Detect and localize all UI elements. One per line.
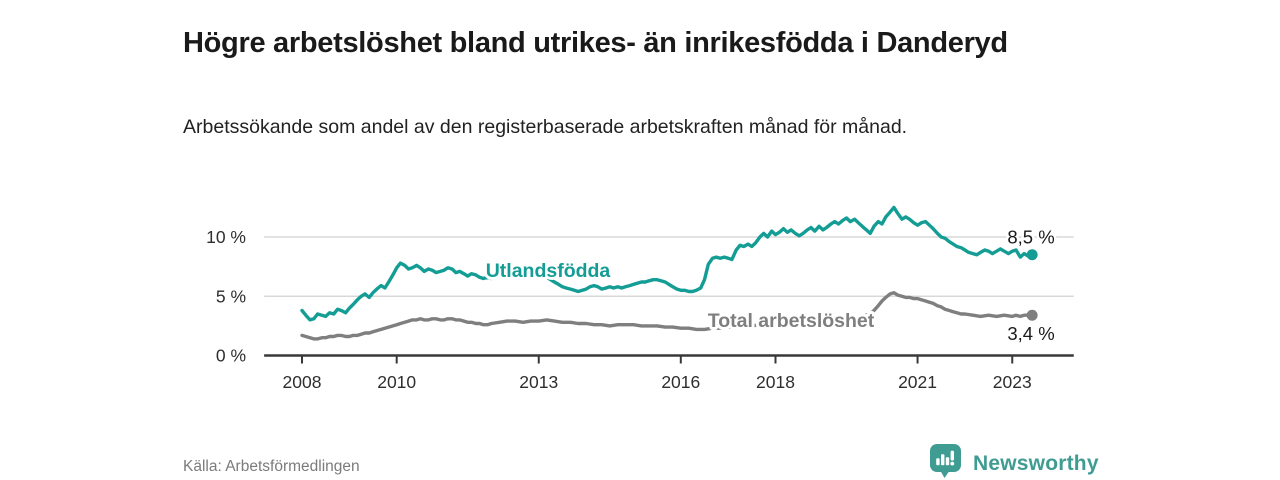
x-tick-label-2008: 2008	[283, 372, 322, 392]
bar-chart-speech-bubble-icon	[927, 442, 964, 480]
series-end-dot-1	[1026, 309, 1038, 321]
y-tick-label-5: 5 %	[216, 286, 246, 306]
source-credit: Källa: Arbetsförmedlingen	[183, 458, 360, 475]
newsworthy-logo[interactable]: Newsworthy	[927, 442, 1099, 480]
x-tick-label-2010: 2010	[377, 372, 416, 392]
x-tick-label-2021: 2021	[898, 372, 937, 392]
series-line-0	[300, 205, 1034, 322]
x-tick-label-2023: 2023	[993, 372, 1032, 392]
x-tick-label-2013: 2013	[519, 372, 558, 392]
y-tick-label-10: 10 %	[206, 227, 246, 247]
page-title: Högre arbetslöshet bland utrikes- än inr…	[183, 27, 1008, 60]
y-tick-label-0: 0 %	[216, 346, 246, 366]
brand-wordmark: Newsworthy	[973, 451, 1099, 475]
series-end-value-1: 3,4 %	[1007, 323, 1054, 344]
series-line-1	[300, 291, 1034, 341]
series-end-value-0: 8,5 %	[1007, 227, 1054, 248]
series-end-dot-0	[1026, 249, 1038, 261]
x-tick-label-2018: 2018	[756, 372, 795, 392]
x-tick-label-2016: 2016	[661, 372, 700, 392]
chart-subtitle: Arbetssökande som andel av den registerb…	[183, 115, 908, 138]
series-label-0: Utlandsfödda	[486, 260, 611, 282]
series-label-1: Total arbetslöshet	[708, 310, 875, 332]
